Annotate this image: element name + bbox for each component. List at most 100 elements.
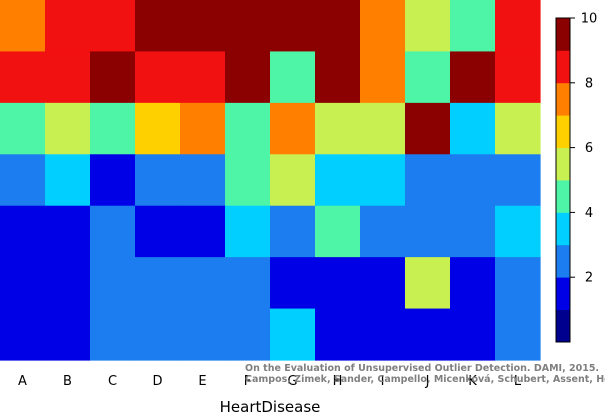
colorbar-tick-label-10: 10 (581, 12, 598, 27)
colorbar-segment-7 (556, 115, 570, 148)
heatmap-cell-K-3 (450, 102, 496, 155)
heatmap-cell-C-1 (90, 0, 136, 53)
heatmap-cell-L-2 (495, 51, 541, 104)
heatmap-cell-D-2 (135, 51, 181, 104)
heatmap-cell-L-5 (495, 205, 541, 258)
heatmap-cell-A-4 (0, 154, 46, 207)
heatmap-cell-E-2 (180, 51, 226, 104)
heatmap-cell-B-1 (45, 0, 91, 53)
heatmap-cell-K-2 (450, 51, 496, 104)
colorbar-segment-3 (556, 244, 570, 278)
heatmap-cell-F-6 (225, 257, 271, 310)
heatmap-cell-A-2 (0, 51, 46, 104)
heatmap-cell-D-6 (135, 257, 181, 310)
heatmap-cell-D-3 (135, 102, 181, 155)
colorbar-frame (555, 17, 571, 343)
x-tick-label-K: K (468, 374, 477, 389)
x-tick-label-J: J (425, 374, 430, 389)
heatmap-cell-F-1 (225, 0, 271, 53)
heatmap-cell-G-2 (270, 51, 316, 104)
heatmap-cell-F-3 (225, 102, 271, 155)
x-tick-label-G: G (287, 374, 297, 389)
colorbar-segment-5 (556, 180, 570, 213)
heatmap-cell-H-2 (315, 51, 361, 104)
heatmap-cell-E-1 (180, 0, 226, 53)
heatmap-cell-C-7 (90, 308, 136, 361)
x-tick-label-L: L (514, 374, 522, 389)
heatmap-cell-J-2 (405, 51, 451, 104)
x-axis-tick-labels: A B C D E F G H I J K L (18, 374, 522, 389)
colorbar-segment-9 (556, 50, 570, 84)
heatmap-cell-B-4 (45, 154, 91, 207)
heatmap-cell-G-1 (270, 0, 316, 53)
heatmap-cell-E-3 (180, 102, 226, 155)
heatmap-cell-C-2 (90, 51, 136, 104)
heatmap-cell-L-6 (495, 257, 541, 310)
heatmap-cell-E-7 (180, 308, 226, 361)
heatmap-cell-G-7 (270, 308, 316, 361)
colorbar-segment-6 (556, 147, 570, 181)
heatmap-cell-L-7 (495, 308, 541, 361)
heatmap-cell-G-4 (270, 154, 316, 207)
heatmap-cell-I-5 (360, 205, 406, 258)
x-tick-label-I: I (381, 374, 385, 389)
heatmap-cell-K-5 (450, 205, 496, 258)
heatmap-cell-J-7 (405, 308, 451, 361)
heatmap-cell-B-5 (45, 205, 91, 258)
heatmap-cell-E-5 (180, 205, 226, 258)
heatmap-cell-D-1 (135, 0, 181, 53)
x-tick-label-C: C (108, 374, 117, 389)
heatmap-cell-H-1 (315, 0, 361, 53)
heatmap-cell-C-3 (90, 102, 136, 155)
heatmap-cell-C-4 (90, 154, 136, 207)
colorbar-tick-label-8: 8 (585, 76, 593, 91)
x-tick-label-B: B (63, 374, 72, 389)
colorbar-segment-4 (556, 212, 570, 246)
heatmap-cell-L-3 (495, 102, 541, 155)
heatmap-cell-B-6 (45, 257, 91, 310)
x-tick-label-E: E (198, 374, 206, 389)
heatmap-cell-H-5 (315, 205, 361, 258)
x-tick-label-D: D (152, 374, 162, 389)
heatmap-cells (0, 0, 541, 361)
x-tick-label-A: A (18, 374, 27, 389)
heatmap-cell-F-4 (225, 154, 271, 207)
heatmap-cell-I-6 (360, 257, 406, 310)
heatmap-cell-A-3 (0, 102, 46, 155)
heatmap-cell-D-4 (135, 154, 181, 207)
heatmap-cell-J-4 (405, 154, 451, 207)
heatmap-cell-K-1 (450, 0, 496, 53)
heatmap-cell-F-2 (225, 51, 271, 104)
colorbar-tick-label-2: 2 (585, 271, 593, 286)
heatmap-cell-I-1 (360, 0, 406, 53)
heatmap-cell-A-1 (0, 0, 46, 53)
heatmap-cell-C-5 (90, 205, 136, 258)
heatmap-cell-K-4 (450, 154, 496, 207)
heatmap-cell-L-4 (495, 154, 541, 207)
colorbar-tick-label-4: 4 (585, 206, 593, 221)
heatmap-cell-E-6 (180, 257, 226, 310)
heatmap-cell-A-6 (0, 257, 46, 310)
colorbar-segment-8 (556, 82, 570, 116)
heatmap-cell-H-6 (315, 257, 361, 310)
heatmap-cell-J-5 (405, 205, 451, 258)
colorbar-segment-1 (556, 309, 570, 343)
heatmap-cell-B-3 (45, 102, 91, 155)
heatmap-cell-H-4 (315, 154, 361, 207)
heatmap-cell-C-6 (90, 257, 136, 310)
x-tick-label-H: H (333, 374, 343, 389)
heatmap-cell-G-5 (270, 205, 316, 258)
colorbar-ticks: 2 4 6 8 10 (570, 12, 597, 286)
heatmap-cell-H-3 (315, 102, 361, 155)
heatmap-cell-A-7 (0, 308, 46, 361)
heatmap-cell-F-5 (225, 205, 271, 258)
heatmap-cell-D-7 (135, 308, 181, 361)
colorbar-segment-10 (556, 18, 570, 51)
heatmap-cell-E-4 (180, 154, 226, 207)
colorbar (555, 17, 571, 343)
heatmap-cell-J-3 (405, 102, 451, 155)
heatmap-cell-F-7 (225, 308, 271, 361)
x-tick-label-F: F (244, 374, 251, 389)
credit-line-2: Campos, Zimek, Sander, Campello, Micenko… (245, 374, 605, 385)
